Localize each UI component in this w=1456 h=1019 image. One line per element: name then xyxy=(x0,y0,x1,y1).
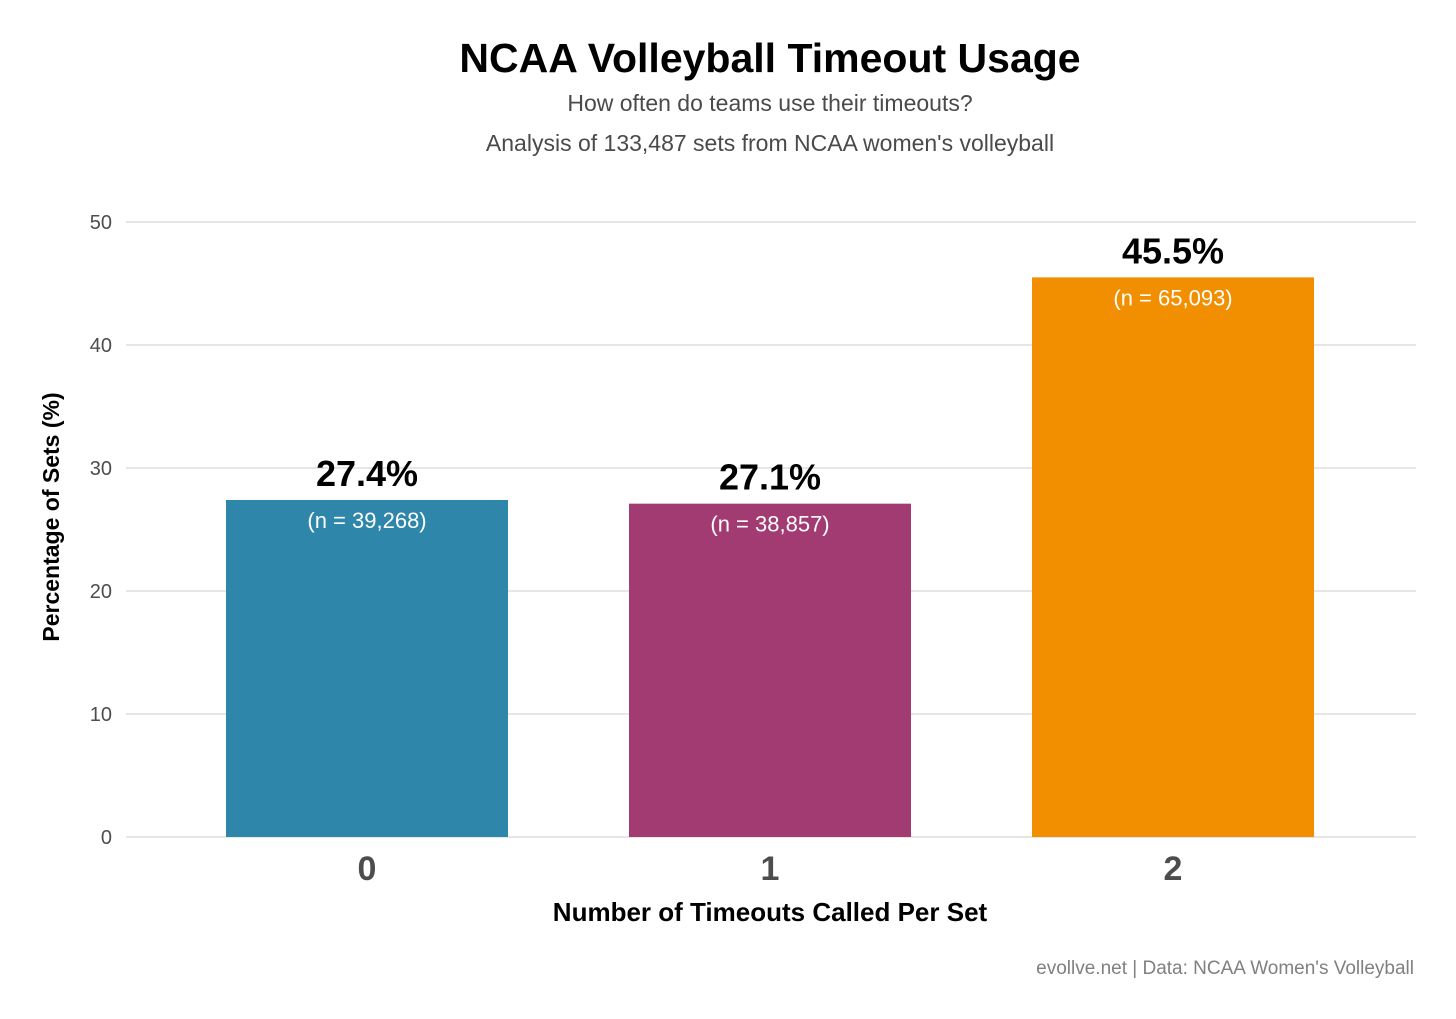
value-labels: 27.4% (n = 39,268) 27.1% (n = 38,857) 45.5% (… xyxy=(307,230,1232,536)
chart-subtitle-line-2: Analysis of 133,487 sets from NCAA women… xyxy=(486,130,1054,156)
x-axis-title: Number of Timeouts Called Per Set xyxy=(553,897,988,927)
bar-0 xyxy=(226,499,508,837)
chart-title: NCAA Volleyball Timeout Usage xyxy=(459,35,1080,81)
chart-caption: evollve.net | Data: NCAA Women's Volleyb… xyxy=(1036,958,1414,979)
bar-2 xyxy=(1032,277,1314,838)
y-tick-label-20: 20 xyxy=(90,581,112,603)
y-tick-label-50: 50 xyxy=(90,212,112,234)
count-label-1: (n = 38,857) xyxy=(710,512,829,537)
y-tick-label-30: 30 xyxy=(90,458,112,480)
x-tick-label-1: 1 xyxy=(761,850,780,888)
y-tick-label-10: 10 xyxy=(90,704,112,726)
y-tick-label-0: 0 xyxy=(101,827,112,849)
count-label-0: (n = 39,268) xyxy=(307,508,426,533)
x-tick-label-2: 2 xyxy=(1164,850,1183,888)
x-axis-ticks: 0 1 2 xyxy=(358,850,1183,888)
y-tick-label-40: 40 xyxy=(90,335,112,357)
percent-label-2: 45.5% xyxy=(1122,230,1224,271)
percent-label-0: 27.4% xyxy=(316,453,418,494)
x-tick-label-0: 0 xyxy=(358,850,377,888)
chart-subtitle-line-1: How often do teams use their timeouts? xyxy=(567,90,972,116)
percent-label-1: 27.1% xyxy=(719,457,821,498)
count-label-2: (n = 65,093) xyxy=(1113,285,1232,310)
y-axis-ticks: 0 10 20 30 40 50 xyxy=(90,212,112,849)
bar-1 xyxy=(629,503,911,837)
y-axis-title: Percentage of Sets (%) xyxy=(38,392,64,641)
bars xyxy=(226,277,1314,838)
